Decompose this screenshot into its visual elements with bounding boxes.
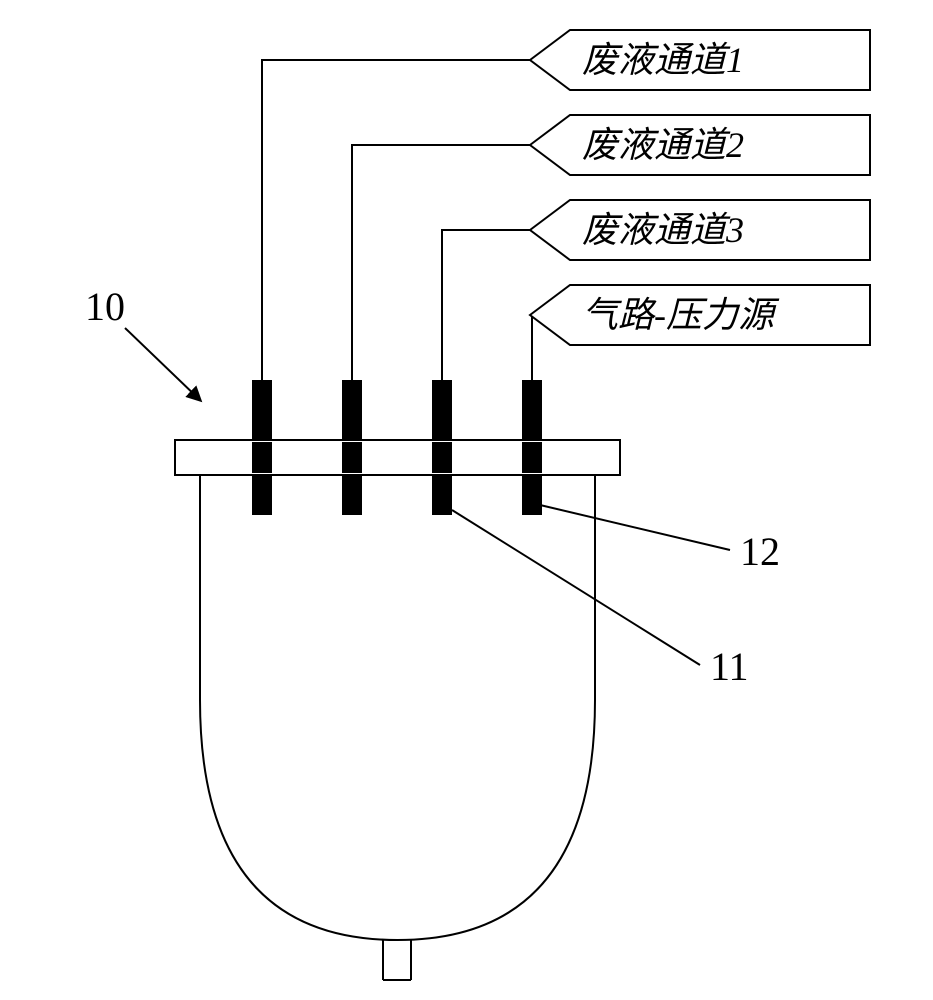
port-3-upper [432, 380, 452, 440]
port-2-lower [342, 475, 362, 515]
vessel-lid [175, 440, 620, 475]
callout-11-text: 11 [710, 644, 749, 689]
leader-waste1 [262, 60, 530, 380]
port-1-lower [252, 475, 272, 515]
tag-label-waste1: 废液通道1 [582, 40, 744, 80]
callout-10-text: 10 [85, 284, 125, 329]
callout-10-arrow [125, 328, 200, 400]
vessel-outlet [383, 940, 411, 980]
tag-label-waste2: 废液通道2 [582, 125, 744, 165]
callout-12-line [540, 505, 730, 550]
port-4-upper [522, 380, 542, 440]
port-4-lower [522, 475, 542, 515]
port-3-lower [432, 475, 452, 515]
leader-waste3 [442, 230, 530, 380]
port-2-upper [342, 380, 362, 440]
port-3-mid [432, 442, 452, 473]
port-4-mid [522, 442, 542, 473]
tag-label-gas: 气路-压力源 [582, 295, 780, 335]
callout-12-text: 12 [740, 529, 780, 574]
vessel-body [200, 475, 595, 940]
port-1-mid [252, 442, 272, 473]
port-1-upper [252, 380, 272, 440]
port-2-mid [342, 442, 362, 473]
tag-label-waste3: 废液通道3 [582, 210, 744, 250]
leader-gas [530, 315, 532, 380]
